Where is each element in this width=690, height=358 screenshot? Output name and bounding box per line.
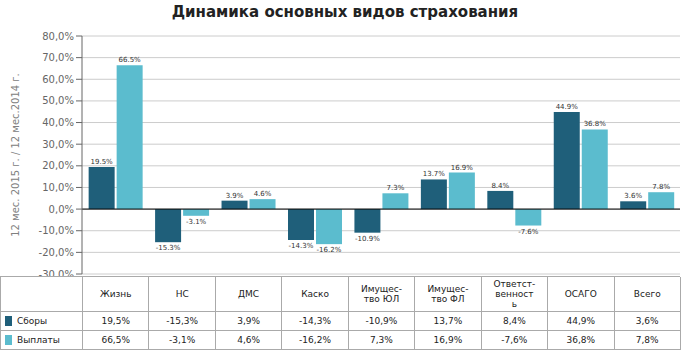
svg-text:13.7%: 13.7% — [423, 170, 446, 178]
svg-text:-14.3%: -14.3% — [289, 242, 314, 250]
html-text:-16,2%: -16,2% — [299, 335, 331, 345]
html-text:Всего: Всего — [633, 289, 661, 299]
html-text:36,8%: 36,8% — [566, 335, 596, 345]
svg-text:4.6%: 4.6% — [254, 190, 272, 198]
svg-text:16.9%: 16.9% — [451, 164, 474, 172]
html-text:Динамика основных видов страхо: Динамика основных видов страхования — [171, 3, 519, 21]
svg-text:-10,0%: -10,0% — [39, 225, 74, 236]
svg-text:0,0%: 0,0% — [49, 204, 74, 215]
html-text:-14,3%: -14,3% — [299, 316, 331, 326]
svg-text:-20,0%: -20,0% — [39, 247, 74, 258]
svg-text:60,0%: 60,0% — [42, 74, 74, 85]
svg-text:-7.6%: -7.6% — [518, 228, 539, 236]
svg-text:19.5%: 19.5% — [91, 158, 114, 166]
html-text:3,6%: 3,6% — [635, 316, 659, 326]
svg-text:3.6%: 3.6% — [624, 192, 642, 200]
html-text:Имущес- тво ЮЛ: Имущес- тво ЮЛ — [360, 284, 402, 304]
html-text:7,3%: 7,3% — [370, 335, 393, 345]
html-text:Ответст- венност ь: Ответст- венност ь — [493, 279, 536, 309]
svg-text:66.5%: 66.5% — [119, 56, 142, 64]
svg-text:-3.1%: -3.1% — [186, 218, 207, 226]
svg-text:7.8%: 7.8% — [652, 183, 670, 191]
svg-text:8.4%: 8.4% — [491, 182, 509, 190]
svg-text:-10.9%: -10.9% — [355, 235, 380, 243]
html-text:-3,1%: -3,1% — [169, 335, 196, 345]
html-text:4,6%: 4,6% — [237, 335, 260, 345]
svg-text:50,0%: 50,0% — [42, 95, 74, 106]
html-text:66,5%: 66,5% — [101, 335, 130, 345]
html-text:Имущес- тво ФЛ: Имущес- тво ФЛ — [427, 284, 469, 304]
svg-text:80,0%: 80,0% — [42, 31, 74, 42]
svg-text:44.9%: 44.9% — [556, 103, 579, 111]
html-text:Каско: Каско — [301, 289, 329, 299]
svg-text:40,0%: 40,0% — [42, 117, 74, 128]
html-text:44,9%: 44,9% — [566, 316, 596, 326]
svg-text:-15.3%: -15.3% — [156, 244, 181, 252]
html-text:8,4%: 8,4% — [502, 316, 526, 326]
html-text:7,8%: 7,8% — [635, 335, 659, 345]
html-text:Сборы: Сборы — [17, 316, 48, 326]
html-text:19,5%: 19,5% — [101, 316, 130, 326]
html-text:-10,9%: -10,9% — [365, 316, 398, 326]
svg-text:10,0%: 10,0% — [42, 182, 74, 193]
html-text:-7,6%: -7,6% — [501, 335, 528, 345]
svg-text:36.8%: 36.8% — [584, 120, 607, 128]
html-text:Выплаты: Выплаты — [17, 335, 60, 345]
html-text:НС: НС — [175, 289, 189, 299]
svg-text:-16.2%: -16.2% — [317, 246, 342, 254]
html-text:-15,3%: -15,3% — [166, 316, 199, 326]
svg-text:7.3%: 7.3% — [387, 184, 405, 192]
svg-text:70,0%: 70,0% — [42, 52, 74, 63]
svg-text:12 мес. 2015 г. / 12 мес.2014: 12 мес. 2015 г. / 12 мес.2014 г. — [10, 73, 21, 237]
html-text:3,9%: 3,9% — [237, 316, 260, 326]
svg-text:-30,0%: -30,0% — [39, 269, 74, 276]
svg-text:20,0%: 20,0% — [42, 160, 74, 171]
svg-text:3.9%: 3.9% — [226, 192, 244, 200]
html-text:ОСАГО: ОСАГО — [564, 289, 597, 299]
html-text:ДМС: ДМС — [238, 289, 260, 299]
html-text:13,7%: 13,7% — [433, 316, 463, 326]
html-text:Жизнь: Жизнь — [100, 289, 132, 299]
html-text:16,9%: 16,9% — [433, 335, 463, 345]
svg-text:30,0%: 30,0% — [42, 139, 74, 150]
